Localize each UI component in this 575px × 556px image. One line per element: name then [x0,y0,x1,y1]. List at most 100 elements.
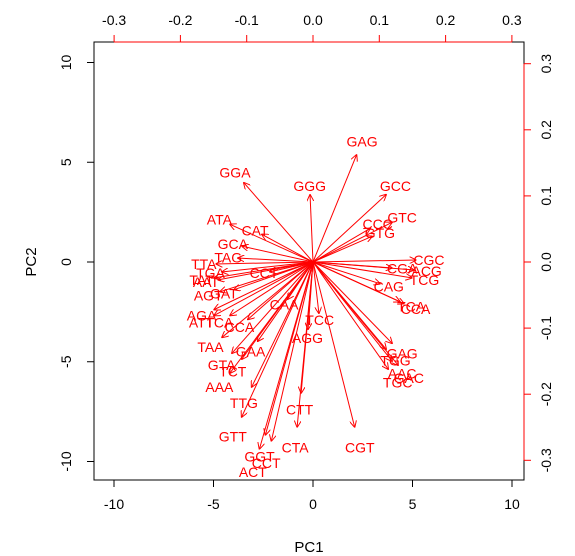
x-tick-label: 10 [504,496,520,512]
vector-label-gat: GAT [210,285,238,301]
x-axis-title: PC1 [294,539,323,556]
secondary-y-tick-label: -0.1 [538,316,554,340]
vector-label-cct: CCT [252,455,281,471]
vector-label-cgc: CGC [413,252,444,268]
vector-label-cca: CCA [401,301,431,317]
secondary-x-tick-label: 0.3 [502,12,522,28]
vector-label-gaa: GAA [236,343,266,359]
vector-arrow-tcg [312,261,413,278]
vector-arrow-ttg [251,261,314,388]
vector-label-gtg: GTG [365,225,395,241]
vector-arrow-cat [261,234,314,263]
vector-arrow-gta [231,261,314,354]
vector-label-tat: TAT [189,272,214,288]
vector-label-cca: CCA [225,319,255,335]
vector-label-gag: GAG [387,346,418,362]
vector-label-agt: AGT [194,288,223,304]
y-tick-label: -5 [58,355,74,368]
vector-arrow-cca [312,261,405,304]
vector-arrow-gca [241,246,314,263]
pc1-axis: -10 -5 0 5 10 [104,479,520,512]
vector-arrow-tga [221,261,314,272]
vector-arrow-cct [271,261,314,442]
vector-arrow-gtc [312,222,393,263]
vector-arrow-ccc [312,228,371,263]
vector-label-cga: CGA [387,261,418,277]
vector-arrow-cgc [312,260,416,262]
vector-label-aaa: AAA [205,379,234,395]
vector-arrow-aga [214,261,314,310]
vector-label-aat: AAT [193,274,220,290]
vector-label-aga: AGA [187,308,217,324]
vector-arrow-tgc [312,261,389,370]
vector-label-act: ACT [239,464,267,480]
secondary-y-tick-label: 0.1 [538,186,554,206]
vector-label-cct: CCT [250,265,279,281]
vector-label-acg: ACG [411,263,441,279]
vector-label-att: ATT [189,314,215,330]
vector-arrow-act [259,261,314,450]
vector-arrow-cgt [312,261,355,428]
vector-label-tca: TCA [397,299,426,315]
vector-arrow-acg [312,261,414,270]
vector-label-taa: TAA [197,339,224,355]
secondary-x-axis: -0.3 -0.2 -0.1 0.0 0.1 0.2 0.3 [102,12,522,43]
secondary-y-tick-label: -0.3 [538,448,554,472]
vector-label-tgc: TGC [383,375,413,391]
vector-label-gac: GAC [394,370,424,386]
secondary-x-tick-label: 0.2 [436,12,456,28]
vector-arrow-aat [217,261,314,280]
secondary-x-tick-label: 0.0 [303,12,323,28]
secondary-x-tick-label: -0.2 [168,12,192,28]
vector-label-ttg: TTG [230,395,258,411]
vector-arrow-cta [297,261,314,428]
vector-label-ata: ATA [207,212,233,228]
vector-label-tct: TCT [219,363,247,379]
vector-label-gtc: GTC [387,209,417,225]
vector-label-cat: CAT [242,223,269,239]
vector-arrow-cag [312,261,381,284]
vector-label-aac: AAC [388,366,417,382]
vector-arrow-gag [312,261,393,344]
pc2-axis: -10 -5 0 5 10 [58,55,95,472]
vector-arrow-gcc [312,194,387,263]
vector-label-gga: GGA [219,165,251,181]
secondary-x-tick-label: -0.1 [235,12,259,28]
x-tick-label: -5 [207,496,220,512]
vector-label-ccc: CCC [362,216,392,232]
secondary-y-tick-label: 0.0 [538,252,554,272]
vector-label-ggt: GGT [244,448,275,464]
vector-label-tgg: TGG [380,352,410,368]
vector-arrow-tag [237,258,314,263]
vector-arrow-tta [215,262,314,264]
vector-label-gcc: GCC [380,178,411,194]
vector-label-cgt: CGT [345,439,375,455]
vector-label-ctt: CTT [286,401,314,417]
vector-arrow-gat [233,261,314,290]
y-tick-label: -10 [58,451,74,471]
secondary-y-tick-label: -0.2 [538,382,554,406]
vector-arrow-tcc [312,261,319,314]
vector-arrow-gag [312,154,357,263]
x-tick-label: -10 [104,496,124,512]
vector-arrow-gac [312,261,399,366]
vector-label-cta: CTA [282,439,310,455]
vector-label-tca: TCA [205,314,234,330]
vector-label-tcg: TCG [410,272,440,288]
x-tick-label: 5 [409,496,417,512]
vector-arrow-ggg [310,194,313,263]
vector-arrow-tca [229,261,314,316]
vector-label-tag: TAG [214,250,242,266]
secondary-x-tick-label: 0.1 [370,12,390,28]
vector-label-gag: GAG [346,133,377,149]
y-axis-title: PC2 [23,247,40,276]
vector-label-gtt: GTT [219,428,247,444]
vector-label-tga: TGA [196,265,225,281]
vector-label-ggg: GGG [293,178,326,194]
vector-arrow-ata [229,224,314,263]
y-tick-label: 5 [58,158,74,166]
vector-label-caa: CAA [270,296,299,312]
vector-arrow-gtg [312,236,373,263]
